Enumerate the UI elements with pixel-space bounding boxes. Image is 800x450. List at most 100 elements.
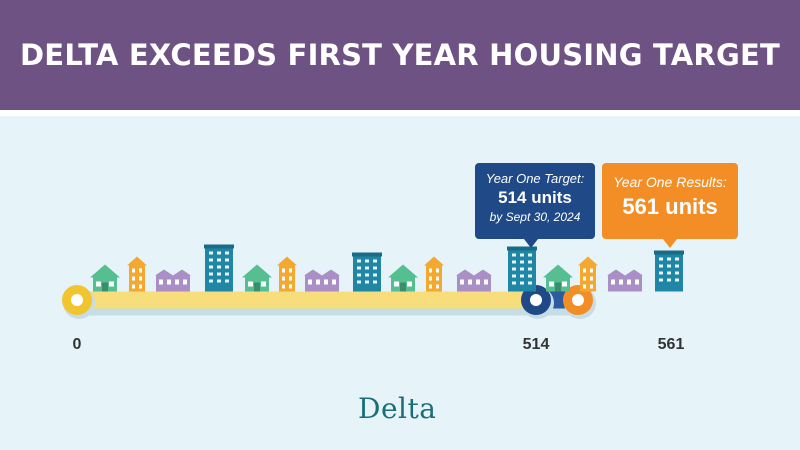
tick-label-0: 0 — [72, 336, 82, 353]
delta-logo: Delta — [358, 392, 437, 425]
building-house-2-roof — [242, 264, 272, 278]
building-tower-2-window — [357, 266, 361, 270]
building-tower-2-window — [373, 259, 377, 263]
building-tower-2 — [352, 252, 382, 292]
header-banner: DELTA EXCEEDS FIRST YEAR HOUSING TARGET — [0, 0, 800, 110]
building-tower-1-window — [225, 258, 229, 262]
building-tower-1-window — [217, 279, 221, 283]
building-townhouse-2-window — [289, 268, 292, 273]
building-house-1-door — [102, 282, 108, 292]
building-tower-4-roofline — [654, 250, 684, 255]
bar-shadow — [77, 306, 578, 316]
building-townhouse-4-body — [580, 264, 596, 292]
building-rowhouse-4 — [607, 269, 643, 292]
building-rowhouse-2-window — [316, 279, 320, 285]
building-tower-1-window — [225, 279, 229, 283]
building-tower-1-window — [217, 251, 221, 255]
building-tower-4-window — [667, 264, 671, 268]
tick-label-561: 561 — [657, 336, 685, 353]
building-house-3-window-left — [394, 281, 399, 287]
building-tower-3-window — [520, 274, 524, 278]
building-rowhouse-3-window — [468, 279, 472, 285]
building-townhouse-1-window — [139, 284, 142, 289]
building-tower-1-window — [209, 272, 213, 276]
building-townhouse-3-body — [426, 264, 442, 292]
building-house-4-roof — [543, 264, 573, 278]
target-label: Year One Target: — [485, 171, 585, 186]
building-house-1 — [90, 264, 120, 292]
building-townhouse-2-window — [282, 276, 285, 281]
building-tower-2-window — [373, 273, 377, 277]
target-callout: Year One Target: 514 units by Sept 30, 2… — [475, 163, 595, 248]
building-rowhouse-2-window — [324, 279, 328, 285]
building-townhouse-1-window — [139, 276, 142, 281]
building-townhouse-2-roof — [277, 256, 297, 266]
target-callout-pointer — [524, 239, 538, 248]
building-tower-1-body — [205, 247, 233, 292]
building-tower-1-window — [225, 272, 229, 276]
building-townhouse-2-window — [289, 276, 292, 281]
building-tower-2-roofline — [352, 252, 382, 257]
marker-start-center — [71, 294, 83, 306]
building-rowhouse-4-window — [611, 279, 615, 285]
building-rowhouse-2 — [304, 269, 340, 292]
target-value: 514 units — [498, 188, 572, 207]
building-tower-4-window — [659, 264, 663, 268]
building-house-4 — [543, 264, 573, 292]
building-tower-2-window — [357, 273, 361, 277]
building-rowhouse-4-body — [608, 275, 642, 292]
building-rowhouse-1-window — [175, 279, 179, 285]
bar-target-progress — [77, 291, 536, 309]
building-tower-4-window — [667, 278, 671, 282]
building-rowhouse-3-roof — [456, 269, 492, 276]
building-tower-3-window — [528, 253, 532, 257]
tick-label-514: 514 — [522, 336, 550, 353]
building-townhouse-4-window — [590, 268, 593, 273]
building-tower-3-window — [528, 267, 532, 271]
building-townhouse-4-window — [583, 284, 586, 289]
building-townhouse-1-window — [139, 268, 142, 273]
building-tower-4-window — [675, 278, 679, 282]
marker-results-center — [571, 294, 584, 306]
building-rowhouse-1 — [155, 269, 191, 292]
building-tower-2-window — [365, 266, 369, 270]
building-tower-4-window — [675, 271, 679, 275]
building-tower-3-window — [512, 267, 516, 271]
building-tower-1-window — [225, 265, 229, 269]
building-rowhouse-3-window — [484, 279, 488, 285]
building-rowhouse-2-window — [332, 279, 336, 285]
building-tower-3-window — [512, 253, 516, 257]
building-townhouse-4-roof — [578, 256, 598, 266]
building-townhouse-4-window — [590, 284, 593, 289]
building-rowhouse-4-window — [627, 279, 631, 285]
building-townhouse-1-roof — [127, 256, 147, 266]
building-tower-1-window — [225, 251, 229, 255]
building-rowhouse-1-roof — [155, 269, 191, 276]
building-townhouse-2 — [277, 256, 297, 292]
building-tower-3 — [507, 246, 537, 292]
building-house-3-window-right — [407, 281, 412, 287]
building-tower-1-window — [209, 258, 213, 262]
building-house-2-window-right — [261, 281, 266, 287]
building-tower-4-window — [659, 271, 663, 275]
building-townhouse-2-body — [279, 264, 295, 292]
building-tower-3-window — [520, 260, 524, 264]
building-rowhouse-1-body — [156, 275, 190, 292]
building-tower-1-window — [217, 265, 221, 269]
building-townhouse-3-window — [429, 276, 432, 281]
building-rowhouse-3 — [456, 269, 492, 292]
building-tower-4-window — [667, 257, 671, 261]
building-house-1-window-left — [96, 281, 101, 287]
building-tower-2-window — [373, 280, 377, 284]
building-townhouse-1-window — [132, 276, 135, 281]
building-house-2-window-left — [248, 281, 253, 287]
building-tower-2-window — [357, 259, 361, 263]
building-house-3 — [388, 264, 418, 292]
building-tower-3-roofline — [507, 246, 537, 251]
marker-target-center — [530, 294, 542, 306]
building-townhouse-4 — [578, 256, 598, 292]
results-callout-pointer — [663, 239, 677, 248]
building-tower-4-window — [659, 278, 663, 282]
marker-target — [521, 285, 554, 319]
